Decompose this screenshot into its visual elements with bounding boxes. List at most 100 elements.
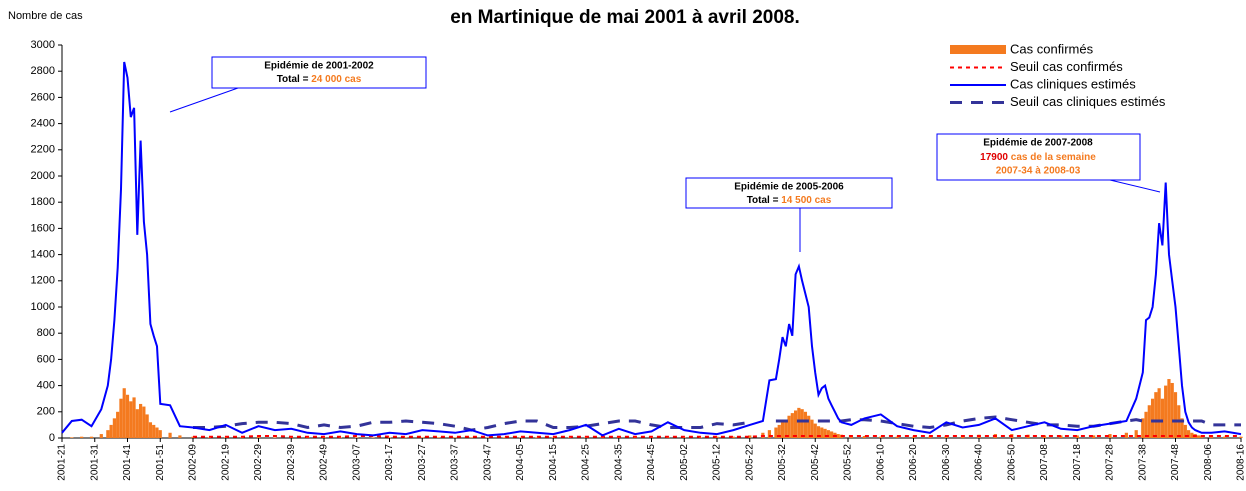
legend-label: Cas confirmés: [1010, 41, 1094, 56]
bar: [70, 437, 74, 438]
bar: [112, 418, 116, 438]
legend-label: Cas cliniques estimés: [1010, 76, 1136, 91]
annotation-title: Epidémie de 2001-2002: [264, 61, 374, 72]
y-tick-label: 2000: [31, 170, 55, 182]
bar: [836, 434, 840, 438]
bar: [1150, 398, 1155, 438]
legend-label: Seuil cas cliniques estimés: [1010, 94, 1166, 109]
bar: [1108, 434, 1112, 438]
y-tick-label: 2200: [31, 144, 55, 156]
bar: [862, 436, 866, 438]
bar: [178, 435, 182, 438]
y-tick-label: 1600: [31, 222, 55, 234]
bar: [1154, 392, 1158, 438]
bar: [777, 424, 781, 438]
x-tick-label: 2002-19: [220, 444, 231, 481]
annotation-box: [936, 133, 1141, 181]
x-tick-label: 2002-09: [188, 444, 199, 481]
total-value: 14 500 cas: [781, 195, 831, 206]
bar: [518, 437, 523, 438]
count-value: 17900: [980, 152, 1008, 163]
total-value: 24 000 cas: [311, 74, 361, 85]
y-tick-label: 2600: [31, 91, 55, 103]
annotation-title: Epidémie de 2007-2008: [983, 138, 1093, 149]
bar: [1092, 435, 1096, 438]
x-tick-label: 2003-17: [384, 444, 395, 481]
bar: [139, 403, 143, 438]
bar: [767, 430, 771, 438]
bar: [813, 423, 817, 438]
x-tick-label: 2004-25: [581, 444, 592, 481]
annotation-period: 2007-34 à 2008-03: [996, 166, 1081, 177]
y-tick-label: 1800: [31, 196, 55, 208]
bar: [80, 436, 84, 438]
y-tick-label: 2400: [31, 118, 55, 130]
y-tick-label: 200: [37, 406, 55, 418]
x-tick-label: 2001-21: [57, 444, 68, 481]
bar: [148, 422, 153, 438]
bar: [1164, 385, 1168, 438]
x-tick-label: 2006-50: [1006, 444, 1017, 481]
bar: [122, 388, 126, 438]
bar: [404, 437, 408, 438]
bar: [1187, 430, 1191, 438]
x-tick-label: 2003-27: [417, 444, 428, 481]
bar: [826, 430, 830, 438]
x-tick-label: 2005-52: [843, 444, 854, 481]
total-label: Total =: [747, 195, 779, 206]
bar: [1170, 382, 1174, 438]
x-tick-label: 2001-31: [89, 444, 100, 481]
y-tick-label: 400: [37, 380, 55, 392]
y-tick-label: 3000: [31, 39, 55, 51]
bar: [125, 394, 130, 438]
y-tick-label: 2800: [31, 65, 55, 77]
x-tick-label: 2003-47: [482, 444, 493, 481]
y-tick-label: 1400: [31, 249, 55, 261]
x-tick-label: 2002-49: [319, 444, 330, 481]
bar: [1196, 435, 1201, 438]
x-tick-label: 2006-30: [941, 444, 952, 481]
bar: [944, 436, 948, 438]
y-tick-label: 1200: [31, 275, 55, 287]
x-tick-label: 2005-32: [777, 444, 788, 481]
bar: [790, 413, 794, 438]
x-tick-label: 2006-20: [908, 444, 919, 481]
legend-swatch: [950, 45, 1006, 54]
legend-label: Seuil cas confirmés: [1010, 59, 1123, 74]
bar: [116, 411, 120, 438]
y-tick-label: 600: [37, 353, 55, 365]
bar: [830, 431, 834, 438]
bar: [787, 415, 791, 438]
bar: [731, 436, 735, 438]
count-text: cas de la semaine: [1011, 152, 1096, 163]
bar: [142, 406, 146, 438]
annotation-box: [685, 177, 893, 209]
bar: [823, 428, 827, 438]
bar: [486, 437, 490, 438]
bar: [1180, 418, 1184, 438]
bar: [1134, 430, 1138, 438]
bar: [800, 409, 804, 438]
series-line: [61, 61, 1242, 437]
series-line: [193, 435, 1241, 438]
bar: [273, 437, 277, 438]
bar: [420, 437, 424, 438]
bar: [784, 419, 788, 438]
bar: [774, 427, 778, 438]
x-tick-label: 2005-42: [810, 444, 821, 481]
bar: [780, 422, 785, 438]
annotation-total: Total = 24 000 cas: [277, 74, 362, 85]
bar: [135, 409, 139, 438]
bar: [168, 432, 172, 438]
x-tick-label: 2003-07: [351, 444, 362, 481]
x-tick-label: 2005-22: [744, 444, 755, 481]
x-tick-label: 2007-28: [1105, 444, 1116, 481]
bar: [437, 437, 441, 438]
x-tick-label: 2007-08: [1039, 444, 1050, 481]
bar: [895, 436, 899, 438]
annotation-arrow: [1109, 179, 1161, 193]
bar: [129, 401, 133, 438]
annotation-arrow: [169, 87, 239, 113]
x-tick-label: 2007-48: [1170, 444, 1181, 481]
bar: [748, 435, 752, 438]
